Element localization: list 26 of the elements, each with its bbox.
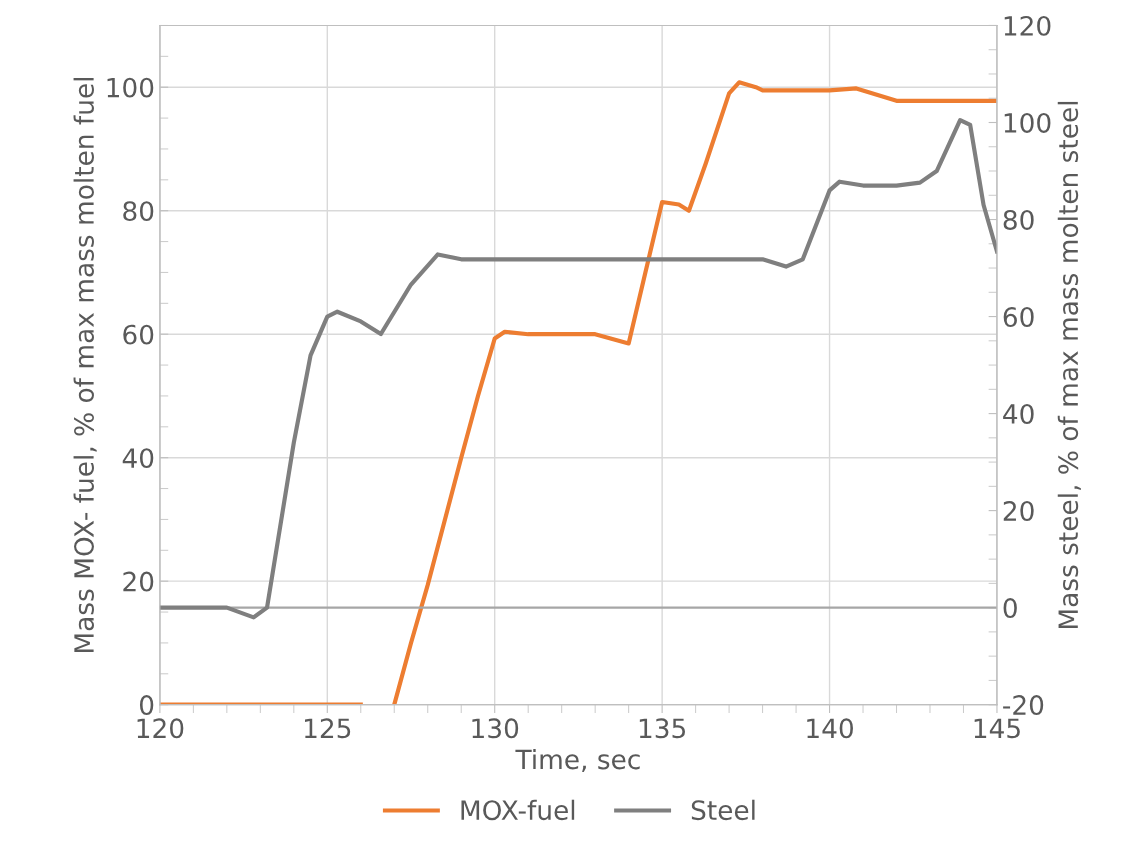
y2-tick-label: 0 bbox=[1003, 598, 1017, 619]
y2-tick-label: 60 bbox=[1003, 307, 1034, 327]
y2-axis-title: Mass steel, % of max mass molten steel bbox=[1057, 101, 1081, 629]
x-tick-label: 125 bbox=[305, 718, 351, 739]
y2-tick-label: 80 bbox=[1003, 209, 1034, 230]
y2-tick-label: 40 bbox=[1003, 404, 1034, 424]
x-tick-label: 120 bbox=[137, 718, 184, 739]
y2-tick-label: 20 bbox=[1003, 501, 1034, 522]
legend-label: MOX-fuel bbox=[461, 799, 575, 821]
line-series bbox=[159, 117, 997, 620]
x-tick-label: 145 bbox=[974, 718, 1020, 739]
y-tick-label: 20 bbox=[123, 571, 154, 592]
y2-tick-label: 100 bbox=[1004, 112, 1051, 133]
y-tick-label: 100 bbox=[107, 77, 154, 98]
x-tick-label: 140 bbox=[807, 718, 853, 739]
y2-tick-label: -20 bbox=[1003, 695, 1044, 716]
y-tick-label: 0 bbox=[139, 695, 154, 716]
y-axis-title: Mass MOX- fuel, % of max mass molten fuel bbox=[73, 77, 97, 653]
x-tick-label: 130 bbox=[472, 718, 519, 739]
x-axis-title: Time, sec bbox=[515, 748, 640, 773]
x-tick-label: 135 bbox=[639, 718, 686, 739]
y-tick-label: 80 bbox=[123, 201, 154, 222]
y-tick-label: 60 bbox=[123, 324, 154, 345]
legend-label: Steel bbox=[691, 799, 755, 821]
y2-tick-label: 120 bbox=[1004, 15, 1051, 36]
y-tick-label: 40 bbox=[122, 448, 154, 469]
